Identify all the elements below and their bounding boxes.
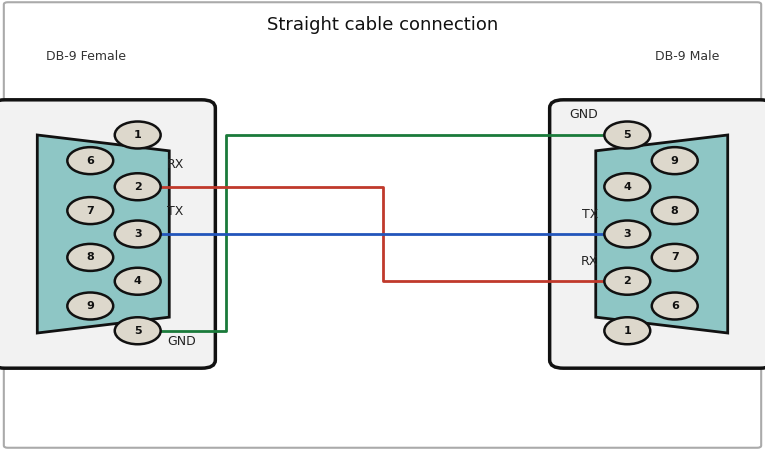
Text: 9: 9: [86, 301, 94, 311]
Text: 4: 4: [134, 276, 142, 286]
Circle shape: [115, 268, 161, 295]
Text: 8: 8: [671, 206, 679, 216]
FancyBboxPatch shape: [0, 100, 215, 368]
Text: RX: RX: [167, 158, 184, 171]
Text: 2: 2: [134, 182, 142, 192]
Text: DB-9 Male: DB-9 Male: [655, 50, 719, 63]
Circle shape: [604, 122, 650, 148]
Text: 7: 7: [671, 252, 679, 262]
Text: Straight cable connection: Straight cable connection: [267, 16, 498, 34]
Text: 1: 1: [623, 326, 631, 336]
Text: 5: 5: [134, 326, 142, 336]
Circle shape: [115, 317, 161, 344]
Text: 5: 5: [623, 130, 631, 140]
Circle shape: [652, 292, 698, 320]
Text: 6: 6: [671, 301, 679, 311]
Text: TX: TX: [167, 205, 183, 218]
Circle shape: [604, 220, 650, 248]
Polygon shape: [37, 135, 169, 333]
Circle shape: [115, 220, 161, 248]
Text: 4: 4: [623, 182, 631, 192]
Polygon shape: [596, 135, 728, 333]
Text: 3: 3: [134, 229, 142, 239]
Circle shape: [652, 197, 698, 224]
Circle shape: [604, 173, 650, 200]
Circle shape: [115, 173, 161, 200]
Circle shape: [67, 244, 113, 271]
Text: 3: 3: [623, 229, 631, 239]
Text: GND: GND: [167, 335, 196, 348]
Circle shape: [652, 147, 698, 174]
Text: 9: 9: [671, 156, 679, 166]
Text: 1: 1: [134, 130, 142, 140]
Text: RX: RX: [581, 255, 598, 268]
Circle shape: [67, 197, 113, 224]
Circle shape: [67, 147, 113, 174]
Text: 7: 7: [86, 206, 94, 216]
Circle shape: [604, 317, 650, 344]
Circle shape: [652, 244, 698, 271]
Text: DB-9 Female: DB-9 Female: [46, 50, 126, 63]
FancyBboxPatch shape: [549, 100, 765, 368]
Text: 8: 8: [86, 252, 94, 262]
Circle shape: [115, 122, 161, 148]
Text: 2: 2: [623, 276, 631, 286]
Text: 6: 6: [86, 156, 94, 166]
Text: TX: TX: [582, 207, 598, 220]
Text: GND: GND: [569, 108, 598, 122]
Circle shape: [67, 292, 113, 320]
Circle shape: [604, 268, 650, 295]
